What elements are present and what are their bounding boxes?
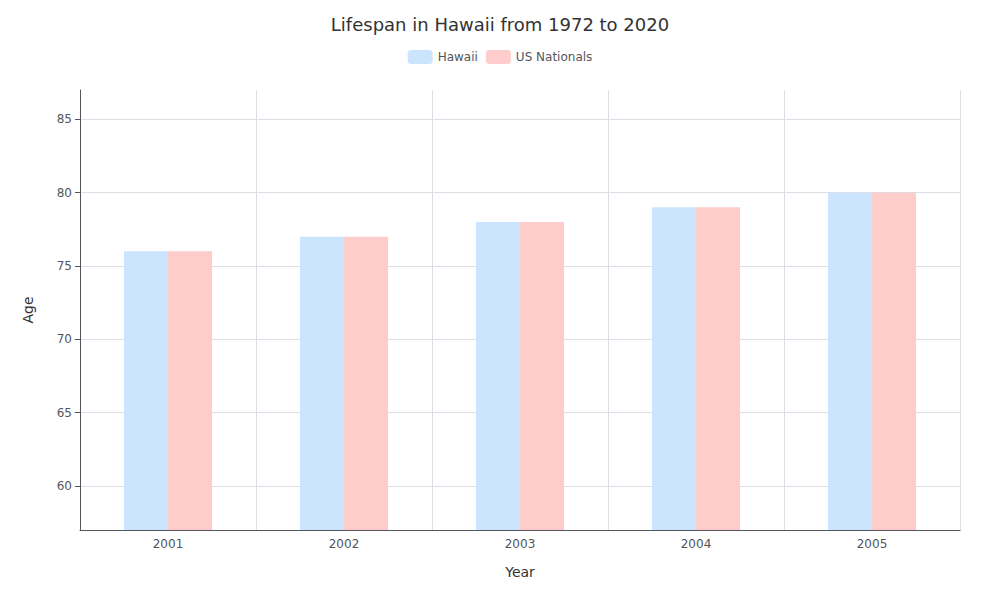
- svg-text:70: 70: [57, 332, 72, 346]
- svg-text:75: 75: [57, 259, 72, 273]
- svg-text:80: 80: [57, 186, 72, 200]
- svg-text:2002: 2002: [329, 537, 360, 551]
- svg-text:2004: 2004: [681, 537, 712, 551]
- svg-text:85: 85: [57, 112, 72, 126]
- svg-text:US Nationals: US Nationals: [516, 50, 592, 64]
- svg-text:60: 60: [57, 479, 72, 493]
- svg-text:Hawaii: Hawaii: [438, 50, 478, 64]
- svg-text:2001: 2001: [153, 537, 184, 551]
- svg-text:Age: Age: [20, 296, 36, 323]
- svg-text:Year: Year: [504, 564, 535, 580]
- svg-text:Lifespan in Hawaii from 1972 t: Lifespan in Hawaii from 1972 to 2020: [331, 14, 669, 35]
- svg-text:65: 65: [57, 406, 72, 420]
- svg-text:2005: 2005: [857, 537, 888, 551]
- svg-text:2003: 2003: [505, 537, 536, 551]
